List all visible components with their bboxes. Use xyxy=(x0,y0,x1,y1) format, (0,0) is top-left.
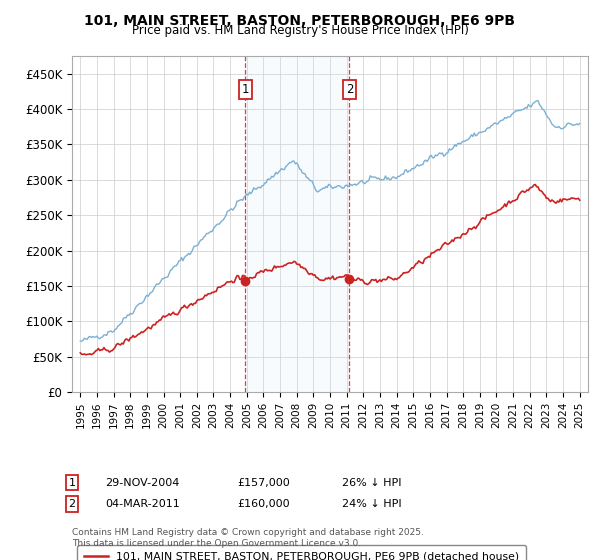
Text: Price paid vs. HM Land Registry's House Price Index (HPI): Price paid vs. HM Land Registry's House … xyxy=(131,24,469,37)
Text: 101, MAIN STREET, BASTON, PETERBOROUGH, PE6 9PB: 101, MAIN STREET, BASTON, PETERBOROUGH, … xyxy=(85,14,515,28)
Text: 1: 1 xyxy=(242,83,249,96)
Text: 26% ↓ HPI: 26% ↓ HPI xyxy=(342,478,401,488)
Text: 2: 2 xyxy=(68,499,76,509)
Bar xyxy=(245,56,349,392)
Legend: 101, MAIN STREET, BASTON, PETERBOROUGH, PE6 9PB (detached house), HPI: Average p: 101, MAIN STREET, BASTON, PETERBOROUGH, … xyxy=(77,545,526,560)
Text: £160,000: £160,000 xyxy=(237,499,290,509)
Text: Contains HM Land Registry data © Crown copyright and database right 2025.
This d: Contains HM Land Registry data © Crown c… xyxy=(72,528,424,548)
Text: 29-NOV-2004: 29-NOV-2004 xyxy=(105,478,179,488)
Text: 2: 2 xyxy=(346,83,353,96)
Text: £157,000: £157,000 xyxy=(237,478,290,488)
Text: 04-MAR-2011: 04-MAR-2011 xyxy=(105,499,180,509)
Text: 1: 1 xyxy=(68,478,76,488)
Text: 24% ↓ HPI: 24% ↓ HPI xyxy=(342,499,401,509)
